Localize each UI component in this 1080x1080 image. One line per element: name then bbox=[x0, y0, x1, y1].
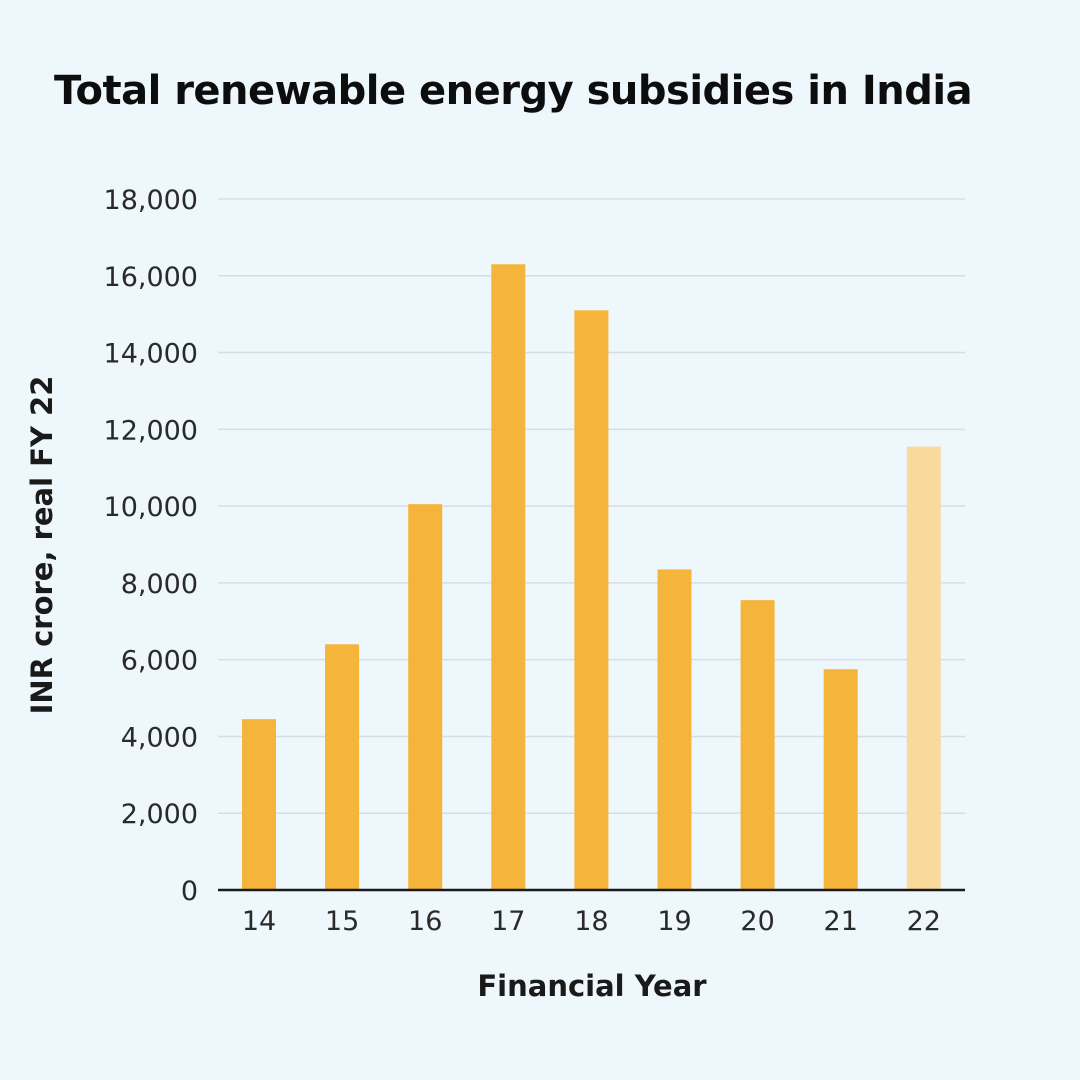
bar-15 bbox=[325, 644, 360, 890]
bars bbox=[242, 264, 941, 891]
x-tick-label: 14 bbox=[242, 906, 276, 937]
bar-16 bbox=[408, 504, 443, 890]
x-tick-label: 19 bbox=[657, 906, 691, 937]
y-axis-ticks: 0 2,000 4,000 6,000 8,000 10,000 12,000 14,000 1… bbox=[104, 185, 198, 907]
chart-title: Total renewable energy subsidies in Indi… bbox=[54, 68, 973, 114]
y-tick-label: 6,000 bbox=[121, 646, 198, 677]
x-axis-ticks: 14 15 16 17 18 19 20 21 22 bbox=[242, 906, 941, 937]
x-axis-title: Financial Year bbox=[477, 969, 707, 1003]
y-tick-label: 4,000 bbox=[121, 722, 198, 753]
x-tick-label: 21 bbox=[824, 906, 858, 937]
bar-20 bbox=[740, 600, 775, 890]
y-tick-label: 8,000 bbox=[121, 569, 198, 600]
y-tick-label: 16,000 bbox=[104, 262, 198, 293]
x-tick-label: 18 bbox=[574, 906, 608, 937]
y-tick-label: 18,000 bbox=[104, 185, 198, 216]
bar-22 bbox=[906, 446, 941, 890]
bar-21 bbox=[823, 669, 858, 890]
x-tick-label: 17 bbox=[491, 906, 525, 937]
bar-18 bbox=[574, 310, 609, 891]
x-tick-label: 16 bbox=[408, 906, 442, 937]
y-axis-title: INR crore, real FY 22 bbox=[25, 376, 59, 715]
x-tick-label: 22 bbox=[907, 906, 941, 937]
bar-17 bbox=[491, 264, 526, 890]
y-tick-label: 0 bbox=[181, 876, 198, 907]
y-tick-label: 2,000 bbox=[121, 799, 198, 830]
bar-19 bbox=[657, 569, 692, 890]
y-tick-label: 14,000 bbox=[104, 339, 198, 370]
y-tick-label: 12,000 bbox=[104, 415, 198, 446]
x-tick-label: 20 bbox=[740, 906, 774, 937]
y-tick-label: 10,000 bbox=[104, 492, 198, 523]
bar-14 bbox=[242, 719, 276, 890]
x-tick-label: 15 bbox=[325, 906, 359, 937]
